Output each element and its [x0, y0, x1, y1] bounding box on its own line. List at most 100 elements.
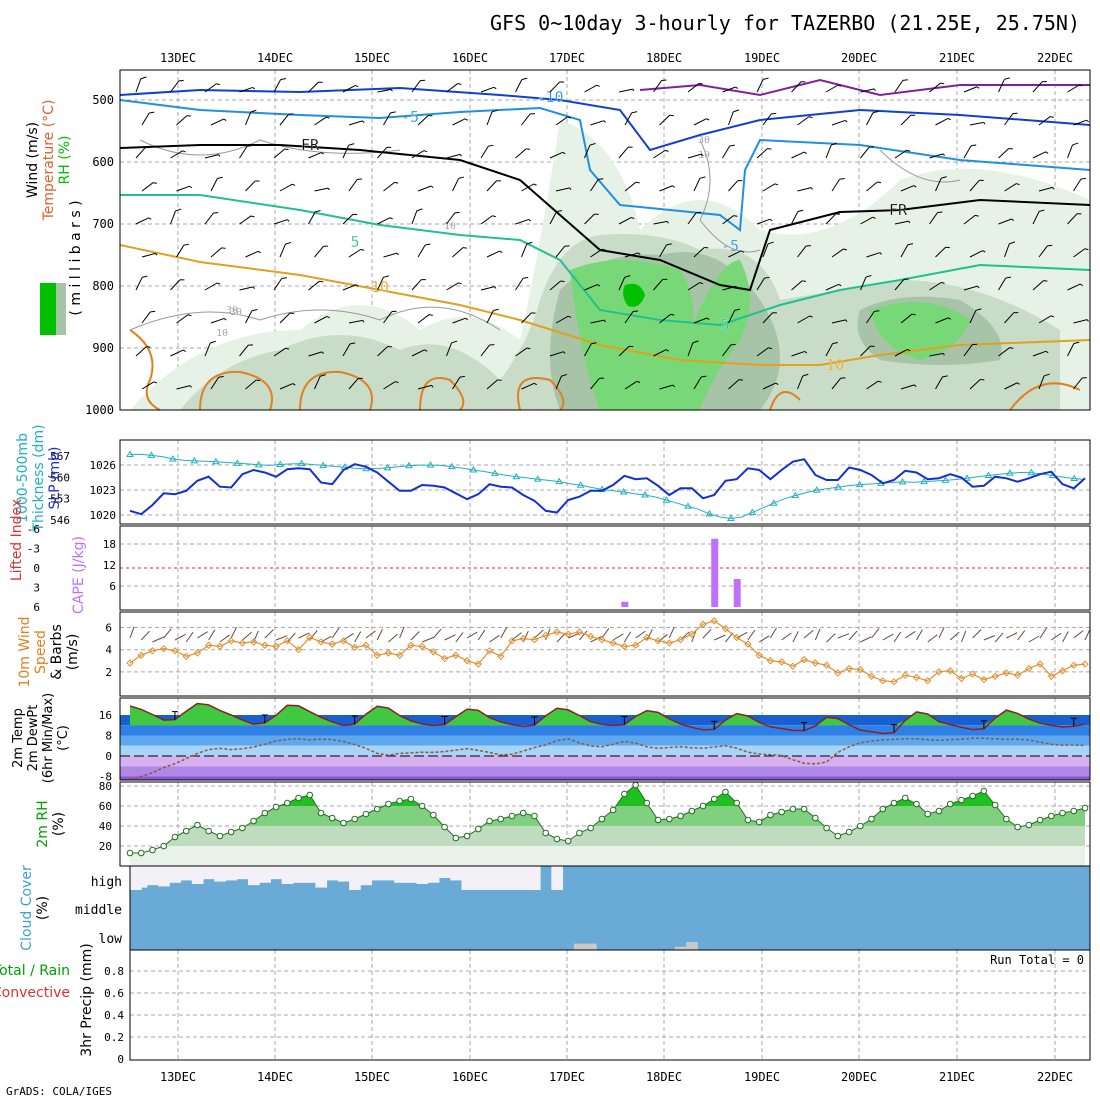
wind-barb-flag	[210, 340, 216, 344]
wind-barb-flag	[250, 109, 257, 113]
cloud-high-gap	[135, 866, 148, 888]
wind-barb-shaft	[1073, 630, 1084, 639]
wind-barb	[245, 379, 261, 390]
wind-barb-shaft	[444, 634, 456, 641]
wind-barb	[762, 312, 777, 324]
thickness-point	[748, 508, 757, 515]
wind-speed-point	[317, 638, 325, 646]
wind-barb-shaft	[618, 277, 626, 291]
wind-barb-flag	[569, 187, 572, 190]
wind-barb-flag	[598, 178, 604, 180]
wind-barb-shaft	[1067, 343, 1075, 357]
wind-barb-shaft	[135, 277, 143, 291]
wind-barb-shaft	[860, 146, 870, 159]
wind-barb-flag	[740, 250, 744, 253]
wind-barb	[452, 317, 469, 324]
rh-point	[991, 801, 999, 809]
wind-barb	[176, 243, 190, 258]
wind-barb-shaft	[239, 286, 254, 291]
wind-barb-flag	[1004, 77, 1010, 80]
wind-barb-shaft	[486, 250, 500, 258]
wind-barb-shaft	[480, 145, 489, 159]
wind-barb-flag	[218, 376, 224, 378]
wind-barb	[421, 637, 434, 643]
wind-panel-frame	[119, 611, 1091, 697]
wind-barb-flag	[1050, 315, 1055, 318]
wind-speed-point	[1070, 661, 1078, 669]
isotherm-line	[119, 99, 1091, 232]
rh-point	[665, 815, 673, 823]
wind-barb	[446, 83, 462, 93]
y-tick-label: 8	[105, 730, 112, 743]
rh-point	[980, 787, 988, 795]
wind-barb-shaft	[556, 633, 566, 643]
wind-barb-flag	[940, 82, 945, 85]
wind-barb-shaft	[1017, 630, 1026, 641]
wind-barb-shaft	[758, 635, 770, 643]
contour-label: -5	[721, 237, 739, 255]
precip-y-title: 3hr Precip (mm)	[79, 943, 95, 1056]
wind-barb-shaft	[411, 210, 418, 225]
wind-barb-shaft	[549, 151, 563, 159]
wind-barb	[170, 79, 184, 93]
wind-barb-shaft	[1062, 631, 1069, 643]
wind-barb-shaft	[210, 118, 224, 126]
temp-panel-frame	[119, 697, 1091, 781]
wind-barb	[170, 349, 186, 357]
wind-barb	[831, 178, 845, 192]
axis-label: ( m i l l i b a r s )	[68, 200, 84, 315]
cloud-high-gap	[304, 866, 316, 883]
wind-barb-flag	[941, 176, 947, 179]
wind-barb-flag	[937, 211, 943, 214]
wind-barb	[141, 310, 156, 324]
thickness-point	[641, 491, 649, 498]
wind-barb	[590, 377, 605, 390]
wind-speed-point	[564, 630, 572, 638]
wind-barb-flag	[865, 274, 872, 278]
wind-barb-shaft	[762, 312, 773, 324]
wind-barb-shaft	[204, 83, 217, 93]
axis-label: (%)	[51, 812, 67, 836]
wind-barb-flag	[390, 111, 396, 114]
wind-barb-shaft	[411, 349, 425, 357]
wind-barb	[383, 381, 399, 390]
wind-barb	[417, 384, 434, 390]
rh-point	[340, 819, 347, 827]
wind-speed-point	[440, 654, 449, 663]
wind-speed-point	[845, 664, 853, 673]
rh-point	[587, 824, 594, 832]
wind-barb-shaft	[590, 120, 604, 126]
wind-barb-flag	[223, 118, 227, 121]
rh-point	[474, 825, 482, 833]
isotherm-line	[639, 78, 1090, 97]
wind-barb-shaft	[584, 343, 592, 357]
y-tick-label: 0	[33, 562, 40, 575]
wind-barb-shaft	[998, 148, 1010, 159]
wind-barb	[1038, 116, 1054, 126]
wind-barb-shaft	[1067, 283, 1081, 291]
wind-barb-shaft	[342, 84, 356, 93]
wind-barb-shaft	[446, 83, 458, 93]
wind-barb	[480, 215, 496, 225]
wind-barb-flag	[603, 120, 607, 123]
wind-barb	[728, 250, 744, 258]
wind-barb-flag	[631, 216, 635, 220]
thickness-point	[619, 487, 628, 495]
temp-band	[120, 745, 1090, 756]
wind-barb-shaft	[1032, 350, 1047, 357]
wind-barb-shaft	[653, 279, 664, 291]
precip-convective-label: Convective	[0, 985, 70, 1001]
wind-barb	[135, 346, 151, 357]
wind-barb	[584, 342, 597, 357]
wind-barb	[549, 209, 562, 225]
wind-barb	[860, 88, 876, 93]
wind-barb-flag	[982, 250, 986, 253]
wind-barb-shaft	[814, 628, 821, 641]
wind-barb-shaft	[963, 86, 978, 93]
cloud-high-gap	[158, 866, 170, 887]
wind-speed-point	[968, 670, 977, 678]
wind-barb	[797, 245, 811, 258]
wind-barb-flag	[603, 319, 606, 323]
wind-barb	[831, 319, 848, 324]
rh-point	[688, 807, 696, 815]
